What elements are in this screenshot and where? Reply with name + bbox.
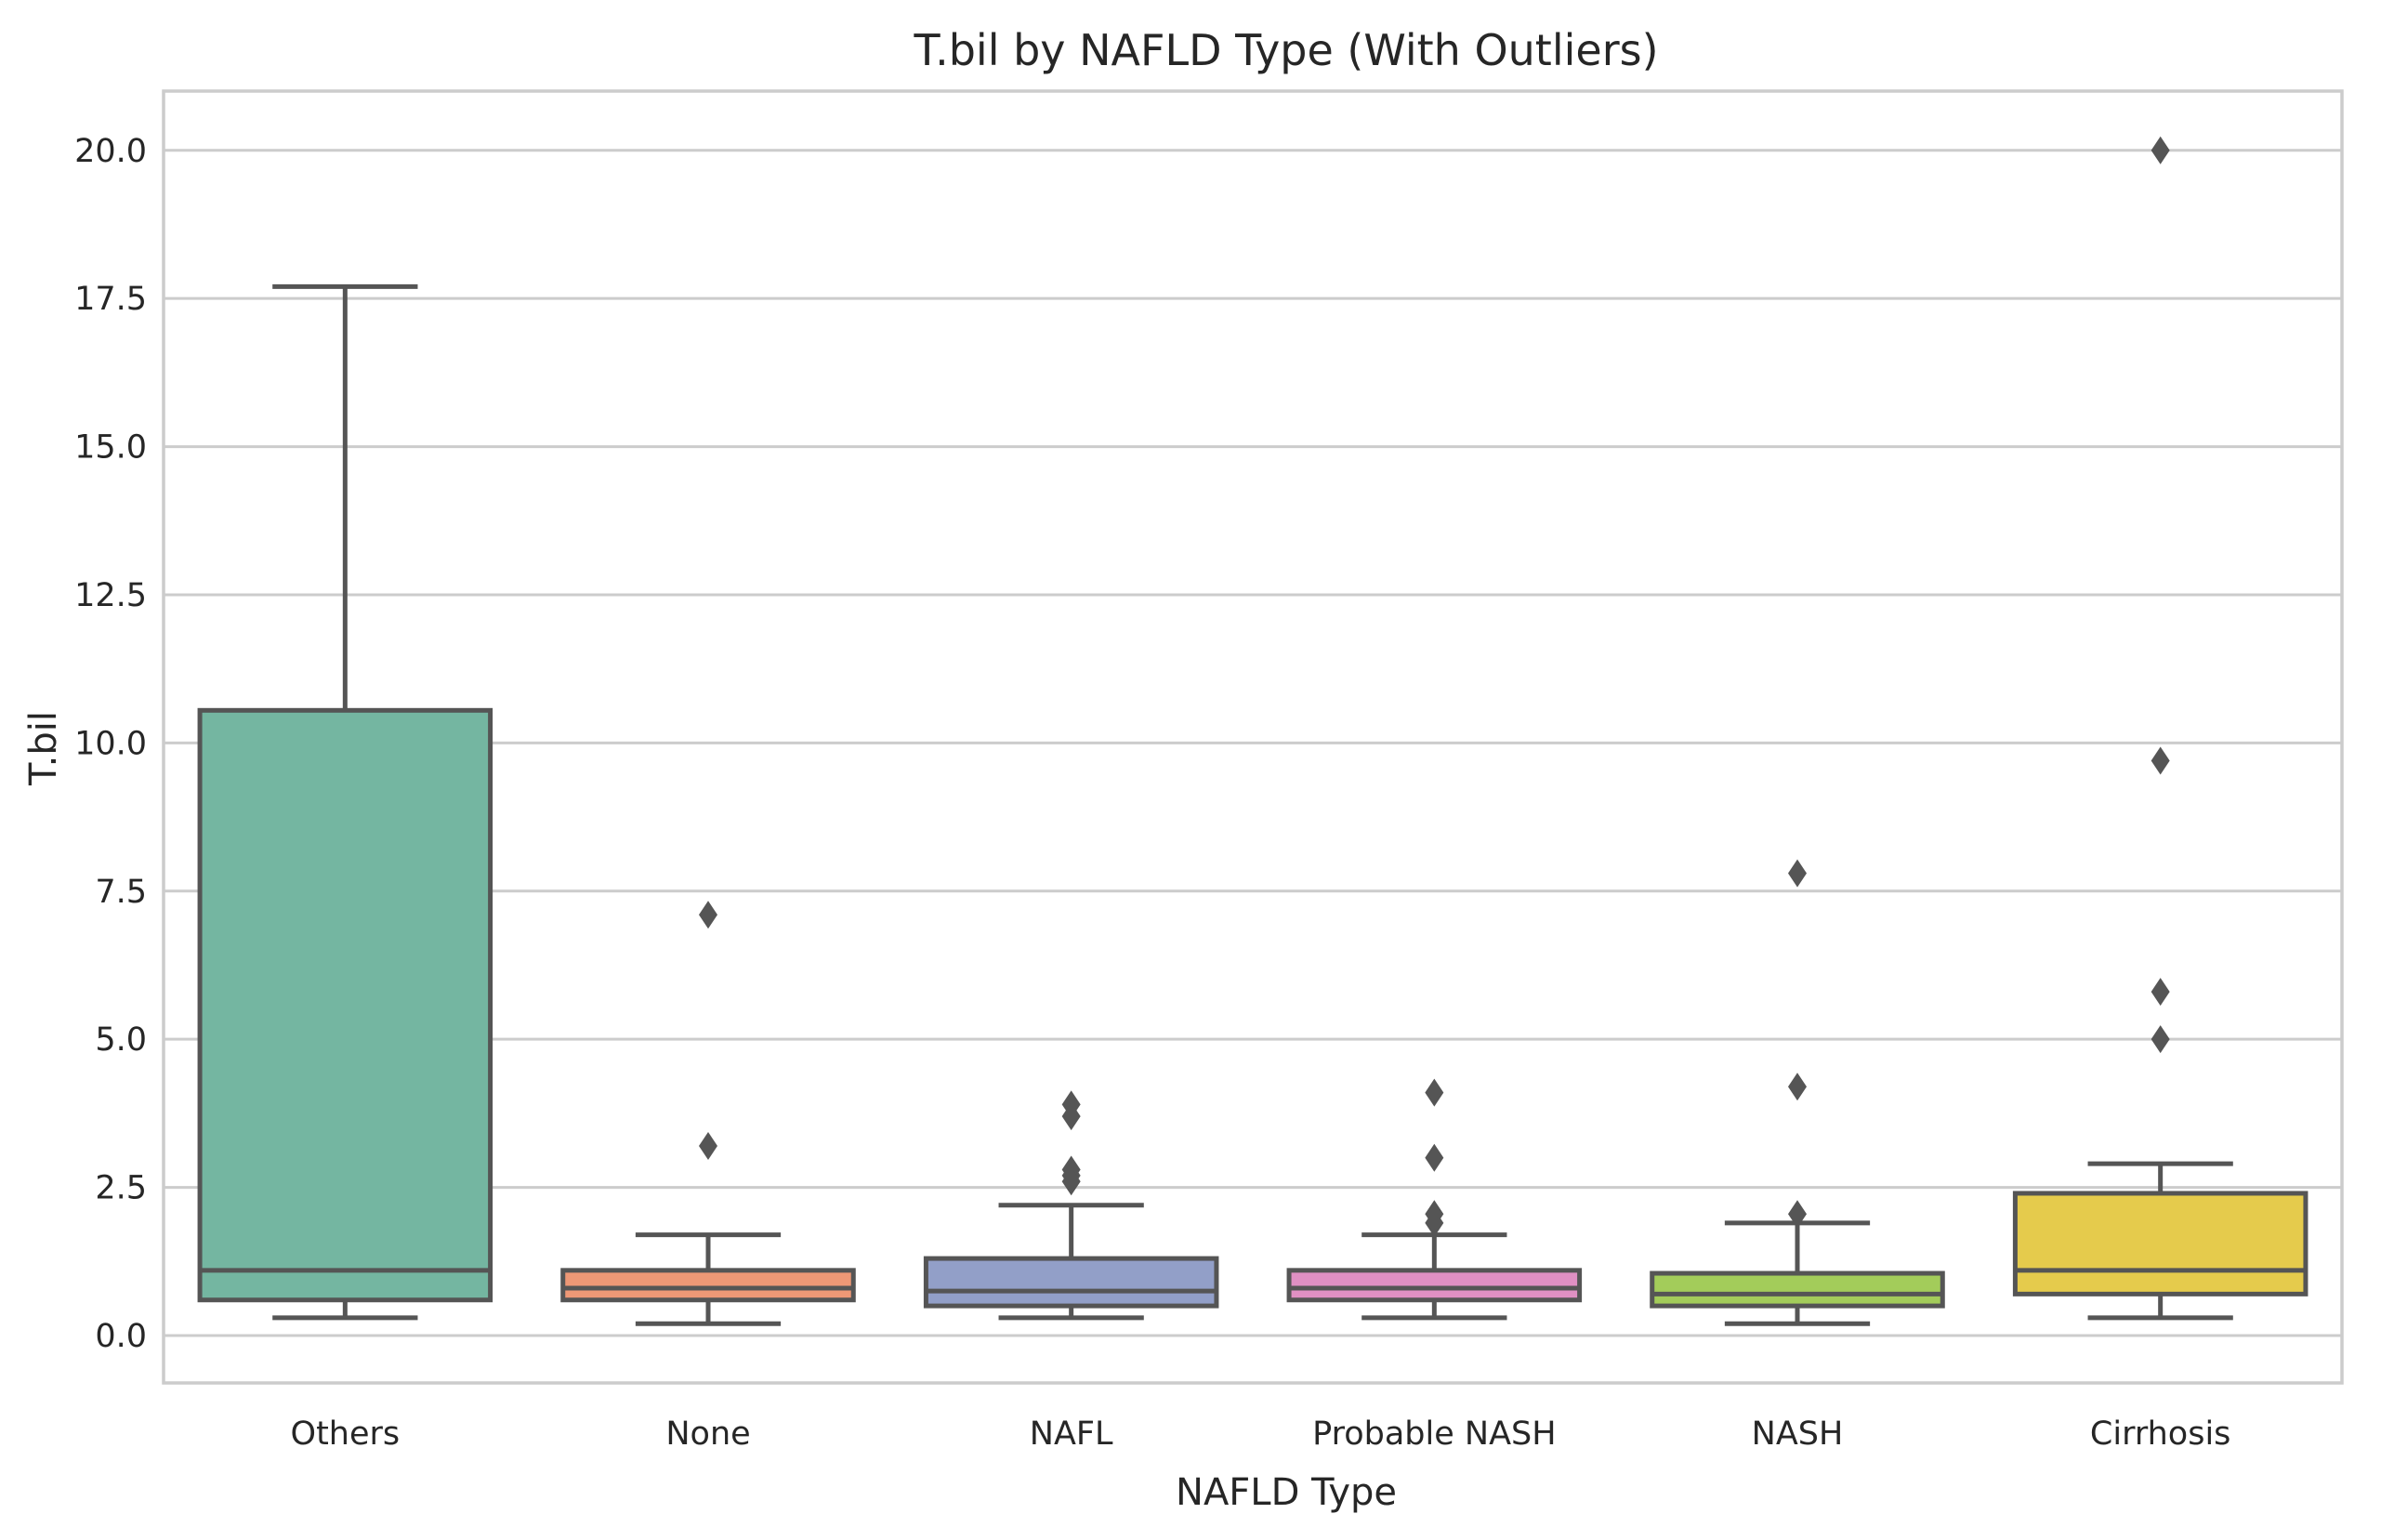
y-tick-label: 2.5 (95, 1170, 147, 1207)
outlier-point (1425, 1078, 1444, 1107)
outlier-point (2151, 136, 2170, 165)
x-tick-label: NAFL (1030, 1415, 1113, 1453)
plot-frame (162, 89, 2344, 1385)
box-group (560, 901, 856, 1326)
boxes (197, 136, 2308, 1326)
x-tick-label: Probable NASH (1312, 1415, 1556, 1453)
x-tick-labels: Others None NAFL Probable NASH NASH Cirrhosis (291, 1415, 2231, 1453)
x-tick-label: None (665, 1415, 750, 1453)
iqr-box (1650, 1270, 1945, 1309)
box-group (1650, 859, 1945, 1326)
y-tick-label: 15.0 (74, 429, 147, 467)
outlier-point (1425, 1143, 1444, 1172)
box-group (923, 1090, 1219, 1321)
y-tick-label: 10.0 (74, 725, 147, 762)
outlier-point (1788, 1073, 1807, 1101)
outlier-point (699, 901, 717, 929)
box-group (2012, 136, 2308, 1321)
chart-title: T.bil by NAFLD Type (With Outliers) (913, 25, 1658, 75)
iqr-box (560, 1268, 856, 1303)
y-tick-label: 7.5 (95, 874, 147, 911)
y-tick-label: 5.0 (95, 1021, 147, 1059)
iqr-box (923, 1256, 1219, 1309)
y-axis-label: T.bil (22, 711, 65, 786)
y-tick-label: 12.5 (74, 577, 147, 614)
x-tick-label: NASH (1752, 1415, 1844, 1453)
outlier-point (2151, 978, 2170, 1007)
outlier-point (1061, 1167, 1081, 1196)
outlier-point (2151, 746, 2170, 775)
iqr-box (1286, 1268, 1583, 1303)
outlier-point (2151, 1025, 2170, 1054)
outlier-point (1425, 1208, 1444, 1237)
x-tick-label: Cirrhosis (2090, 1415, 2231, 1453)
iqr-box (2012, 1191, 2308, 1296)
y-tick-labels: 0.0 2.5 5.0 7.5 10.0 12.5 15.0 17.5 20.0 (74, 133, 147, 1355)
iqr-box (197, 707, 493, 1303)
outlier-point (1788, 859, 1807, 888)
y-tick-label: 0.0 (95, 1318, 147, 1355)
box-group (197, 283, 493, 1321)
outlier-point (699, 1131, 717, 1160)
x-axis-label: NAFLD Type (1176, 1471, 1397, 1514)
outlier-point (1788, 1200, 1807, 1229)
x-tick-label: Others (291, 1415, 401, 1453)
box-group (1286, 1078, 1583, 1321)
y-tick-label: 20.0 (74, 133, 147, 170)
gridlines (164, 149, 2342, 1337)
outlier-point (1061, 1102, 1081, 1131)
y-tick-label: 17.5 (74, 281, 147, 318)
